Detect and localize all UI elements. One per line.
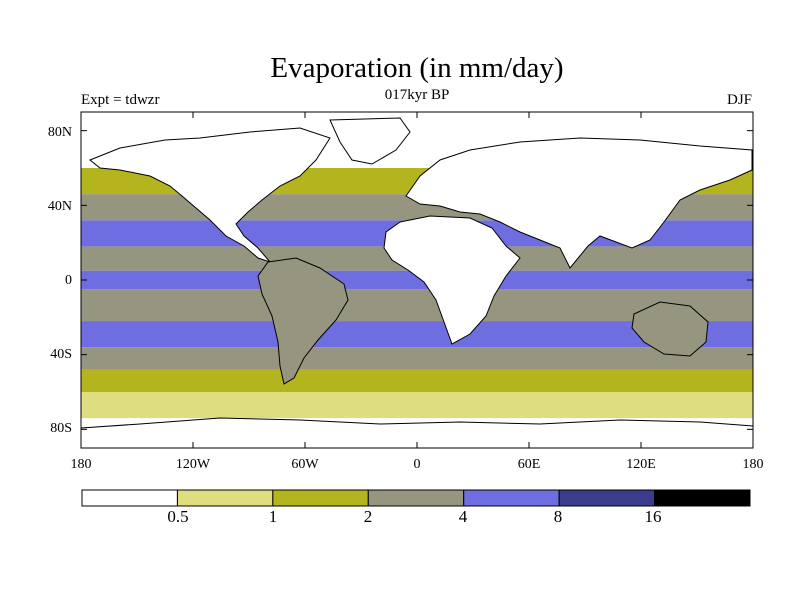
colorbar-box <box>176 489 274 507</box>
lat-tick-label: 40N <box>47 199 72 214</box>
plot-title: Evaporation (in mm/day) <box>270 52 564 84</box>
lat-tick-label: 0 <box>65 273 72 288</box>
landmass-australia <box>631 301 709 357</box>
colorbar-box <box>81 489 178 507</box>
landmass-south-america <box>257 257 349 385</box>
landmasses <box>81 117 753 448</box>
lon-tick-label: 60E <box>517 457 541 472</box>
evaporation-band <box>81 270 753 290</box>
lat-tick-label: 80S <box>50 421 72 436</box>
evaporation-band <box>81 347 753 370</box>
colorbar-box <box>272 489 369 507</box>
colorbar-box <box>463 489 560 507</box>
season-label: DJF <box>726 92 752 108</box>
landmass-greenland <box>329 117 411 165</box>
colorbar-label: 16 <box>644 507 662 526</box>
landmass-eurasia <box>405 137 753 269</box>
colorbar-box <box>367 489 465 507</box>
lon-tick-label: 180 <box>70 457 92 472</box>
period-label: 017kyr BP <box>384 87 450 103</box>
landmass-antarctica <box>81 417 753 448</box>
colorbar-label: 4 <box>458 507 468 526</box>
lat-tick-label: 40S <box>50 347 72 362</box>
colorbar-label: 1 <box>268 507 278 526</box>
lon-tick-marks <box>80 112 754 448</box>
colorbar <box>81 489 751 507</box>
colorbar-label: 2 <box>363 507 373 526</box>
evaporation-band <box>81 369 753 392</box>
landmass-africa <box>383 215 521 345</box>
lon-tick-label: 180 <box>742 457 764 472</box>
lon-tick-label: 0 <box>413 457 421 472</box>
lon-tick-label: 60W <box>291 457 319 472</box>
colorbar-box <box>654 489 751 507</box>
colorbar-box <box>558 489 656 507</box>
lon-tick-label: 120E <box>626 457 656 472</box>
colorbar-label: 0.5 <box>167 507 189 526</box>
lat-tick-label: 80N <box>47 125 72 140</box>
landmass-north-america <box>89 127 331 264</box>
colorbar-label: 8 <box>553 507 563 526</box>
evaporation-band <box>81 392 753 419</box>
lat-tick-marks <box>81 130 753 430</box>
experiment-label: Expt = tdwzr <box>81 92 160 108</box>
lon-tick-label: 120W <box>175 457 211 472</box>
